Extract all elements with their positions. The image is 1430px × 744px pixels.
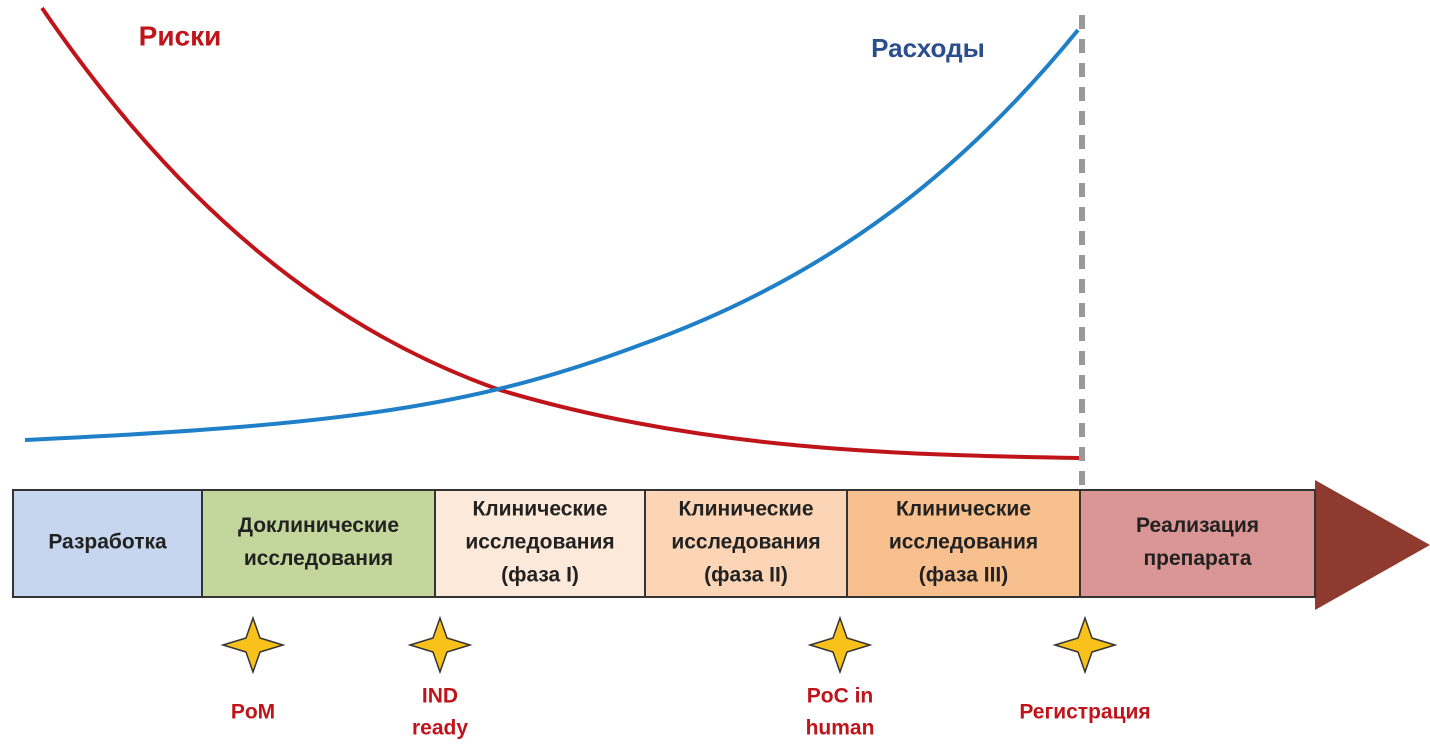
stage-label: Клинические — [678, 498, 813, 521]
stage-label: (фаза III) — [919, 564, 1008, 587]
stage-label: (фаза II) — [704, 564, 788, 587]
milestone-star — [220, 615, 286, 675]
milestone-label: IND — [422, 685, 458, 708]
milestones: PoM IND ready PoC in human Регистрация — [220, 615, 1151, 740]
stage-label: Разработка — [48, 531, 167, 554]
stage-box — [1079, 489, 1316, 598]
milestone-star — [807, 615, 873, 675]
stage-label: исследования — [671, 531, 820, 554]
cost-label: Расходы — [871, 33, 985, 63]
stage-box — [12, 489, 203, 598]
stage-bar: Разработка Доклинические исследования Клини… — [12, 489, 1316, 598]
stage-label: препарата — [1143, 547, 1251, 570]
risk-curve — [40, 6, 1081, 460]
stage-box — [201, 489, 436, 598]
stage-label: исследования — [889, 531, 1038, 554]
milestone-label: human — [806, 717, 875, 740]
stage-label: Клинические — [472, 498, 607, 521]
stage-label: Клинические — [896, 498, 1031, 521]
stage-box — [644, 489, 848, 598]
arrow-head — [1315, 480, 1430, 610]
stage-box — [846, 489, 1081, 598]
stage-label: Доклинические — [238, 514, 399, 537]
milestone-label: PoM — [231, 701, 275, 724]
milestone-label: ready — [412, 717, 468, 740]
milestone-star — [407, 615, 473, 675]
stage-box — [434, 489, 646, 598]
milestone-label: PoC in — [807, 685, 874, 708]
cost-curve — [24, 28, 1080, 442]
milestone-label: Регистрация — [1019, 701, 1150, 724]
risk-label: Риски — [139, 20, 222, 51]
stage-label: (фаза I) — [501, 564, 579, 587]
stage-label: исследования — [244, 547, 393, 570]
stage-label: исследования — [465, 531, 614, 554]
stage-label: Реализация — [1136, 514, 1259, 537]
milestone-star — [1052, 615, 1118, 675]
